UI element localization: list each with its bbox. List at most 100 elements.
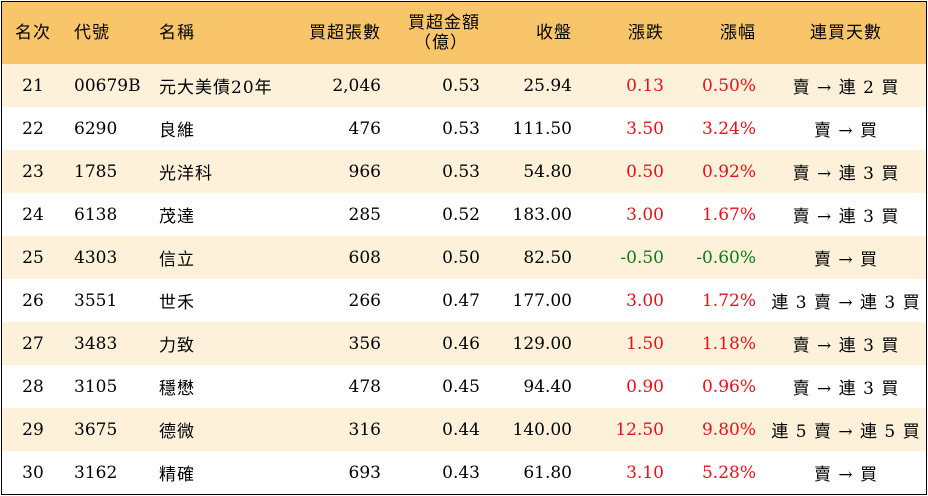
rank-cell: 24	[22, 204, 44, 225]
close-price-cell: 129.00	[512, 333, 572, 354]
net-buy-amount-cell: 0.53	[442, 118, 480, 139]
change-pct-cell: 0.50%	[701, 75, 756, 96]
change-cell: -0.50	[620, 247, 664, 268]
table-row: 24 6138 茂達 285 0.52 183.00 3.00 1.67% 賣 → 連 3 買	[2, 193, 926, 236]
change-pct-cell: 1.67%	[701, 204, 756, 225]
change-cell: 0.90	[626, 376, 664, 397]
table-row: 28 3105 穩懋 478 0.45 94.40 0.90 0.96% 賣 → 連 3 買	[2, 365, 926, 408]
change-cell: 3.00	[626, 290, 664, 311]
close-price-cell: 94.40	[523, 376, 572, 397]
net-buy-amount-cell: 0.53	[442, 75, 480, 96]
buy-streak-cell: 賣 → 買	[813, 465, 879, 485]
change-pct-cell: 3.24%	[701, 118, 756, 139]
net-buy-amount-cell: 0.53	[442, 161, 480, 182]
rank-cell: 23	[22, 161, 44, 182]
name-cell: 穩懋	[159, 379, 195, 399]
close-price-cell: 183.00	[512, 204, 572, 225]
name-cell: 良維	[159, 121, 195, 141]
table-row: 30 3162 精確 693 0.43 61.80 3.10 5.28% 賣 → 買	[2, 451, 926, 494]
header-row: 名次 代號 名稱 買超張數 買超金額 （億） 收盤 漲跌 漲幅 連買天數	[2, 2, 926, 64]
table-row: 27 3483 力致 356 0.46 129.00 1.50 1.18% 賣 → 連 3 買	[2, 322, 926, 365]
header-rank: 名次	[15, 23, 51, 43]
name-cell: 精確	[159, 465, 195, 485]
net-buy-lots-cell: 285	[348, 204, 381, 225]
change-cell: 3.00	[626, 204, 664, 225]
change-pct-cell: 1.72%	[701, 290, 756, 311]
close-price-cell: 25.94	[523, 75, 572, 96]
net-buy-amount-cell: 0.44	[442, 419, 480, 440]
header-change-pct: 漲幅	[720, 23, 756, 43]
net-buy-lots-cell: 693	[348, 462, 381, 483]
buy-streak-cell: 賣 → 連 3 買	[792, 336, 900, 356]
table-row: 23 1785 光洋科 966 0.53 54.80 0.50 0.92% 賣 → 連 3 買	[2, 150, 926, 193]
table-row: 22 6290 良維 476 0.53 111.50 3.50 3.24% 賣 → 買	[2, 107, 926, 150]
net-buy-lots-cell: 316	[348, 419, 381, 440]
change-pct-cell: 5.28%	[701, 462, 756, 483]
net-buy-lots-cell: 356	[348, 333, 381, 354]
change-cell: 12.50	[615, 419, 664, 440]
header-change: 漲跌	[628, 23, 664, 43]
code-cell: 3105	[74, 376, 118, 397]
buy-streak-cell: 賣 → 買	[813, 121, 879, 141]
table-body: 21 00679B 元大美債20年 2,046 0.53 25.94 0.13 0.50% 賣 …	[2, 64, 926, 494]
rank-cell: 29	[22, 419, 44, 440]
header-code: 代號	[74, 23, 110, 43]
header-net-buy-amount: 買超金額 （億）	[391, 2, 490, 64]
header-net-buy-amount-label: 買超金額	[408, 13, 480, 33]
name-cell: 德微	[159, 422, 195, 442]
change-pct-cell: 9.80%	[701, 419, 756, 440]
rank-cell: 30	[22, 462, 44, 483]
close-price-cell: 82.50	[523, 247, 572, 268]
table-row: 29 3675 德微 316 0.44 140.00 12.50 9.80% 連 5 賣 → 連…	[2, 408, 926, 451]
change-cell: 0.50	[626, 161, 664, 182]
change-pct-cell: 0.96%	[701, 376, 756, 397]
buy-streak-cell: 賣 → 連 3 買	[792, 207, 900, 227]
name-cell: 信立	[159, 250, 195, 270]
code-cell: 00679B	[74, 75, 141, 96]
rank-cell: 21	[22, 75, 44, 96]
header-net-buy-lots: 買超張數	[309, 23, 381, 43]
rank-cell: 26	[22, 290, 44, 311]
change-cell: 3.50	[626, 118, 664, 139]
net-buy-amount-cell: 0.47	[442, 290, 480, 311]
table-row: 21 00679B 元大美債20年 2,046 0.53 25.94 0.13 0.50% 賣 …	[2, 64, 926, 107]
change-pct-cell: -0.60%	[696, 247, 756, 268]
net-buy-amount-cell: 0.45	[442, 376, 480, 397]
code-cell: 6290	[74, 118, 118, 139]
code-cell: 3551	[74, 290, 118, 311]
close-price-cell: 177.00	[512, 290, 572, 311]
close-price-cell: 140.00	[512, 419, 572, 440]
name-cell: 光洋科	[159, 164, 213, 184]
buy-streak-cell: 賣 → 連 2 買	[792, 78, 900, 98]
code-cell: 6138	[74, 204, 118, 225]
rank-cell: 28	[22, 376, 44, 397]
change-pct-cell: 1.18%	[701, 333, 756, 354]
header-streak: 連買天數	[810, 23, 882, 43]
buy-streak-cell: 賣 → 連 3 買	[792, 164, 900, 184]
name-cell: 世禾	[159, 293, 195, 313]
rank-cell: 22	[22, 118, 44, 139]
change-cell: 0.13	[626, 75, 664, 96]
change-cell: 3.10	[626, 462, 664, 483]
net-buy-amount-cell: 0.46	[442, 333, 480, 354]
header-net-buy-amount-unit: （億）	[414, 33, 468, 53]
header-close: 收盤	[536, 23, 572, 43]
header-name: 名稱	[159, 23, 195, 43]
net-buy-amount-cell: 0.50	[442, 247, 480, 268]
change-cell: 1.50	[626, 333, 664, 354]
net-buy-amount-cell: 0.43	[442, 462, 480, 483]
code-cell: 3483	[74, 333, 118, 354]
code-cell: 4303	[74, 247, 118, 268]
name-cell: 茂達	[159, 207, 195, 227]
close-price-cell: 111.50	[512, 118, 572, 139]
code-cell: 1785	[74, 161, 118, 182]
name-cell: 力致	[159, 336, 195, 356]
code-cell: 3675	[74, 419, 118, 440]
net-buy-lots-cell: 266	[348, 290, 381, 311]
code-cell: 3162	[74, 462, 118, 483]
net-buy-lots-cell: 2,046	[332, 75, 381, 96]
net-buy-lots-cell: 966	[348, 161, 381, 182]
change-pct-cell: 0.92%	[701, 161, 756, 182]
